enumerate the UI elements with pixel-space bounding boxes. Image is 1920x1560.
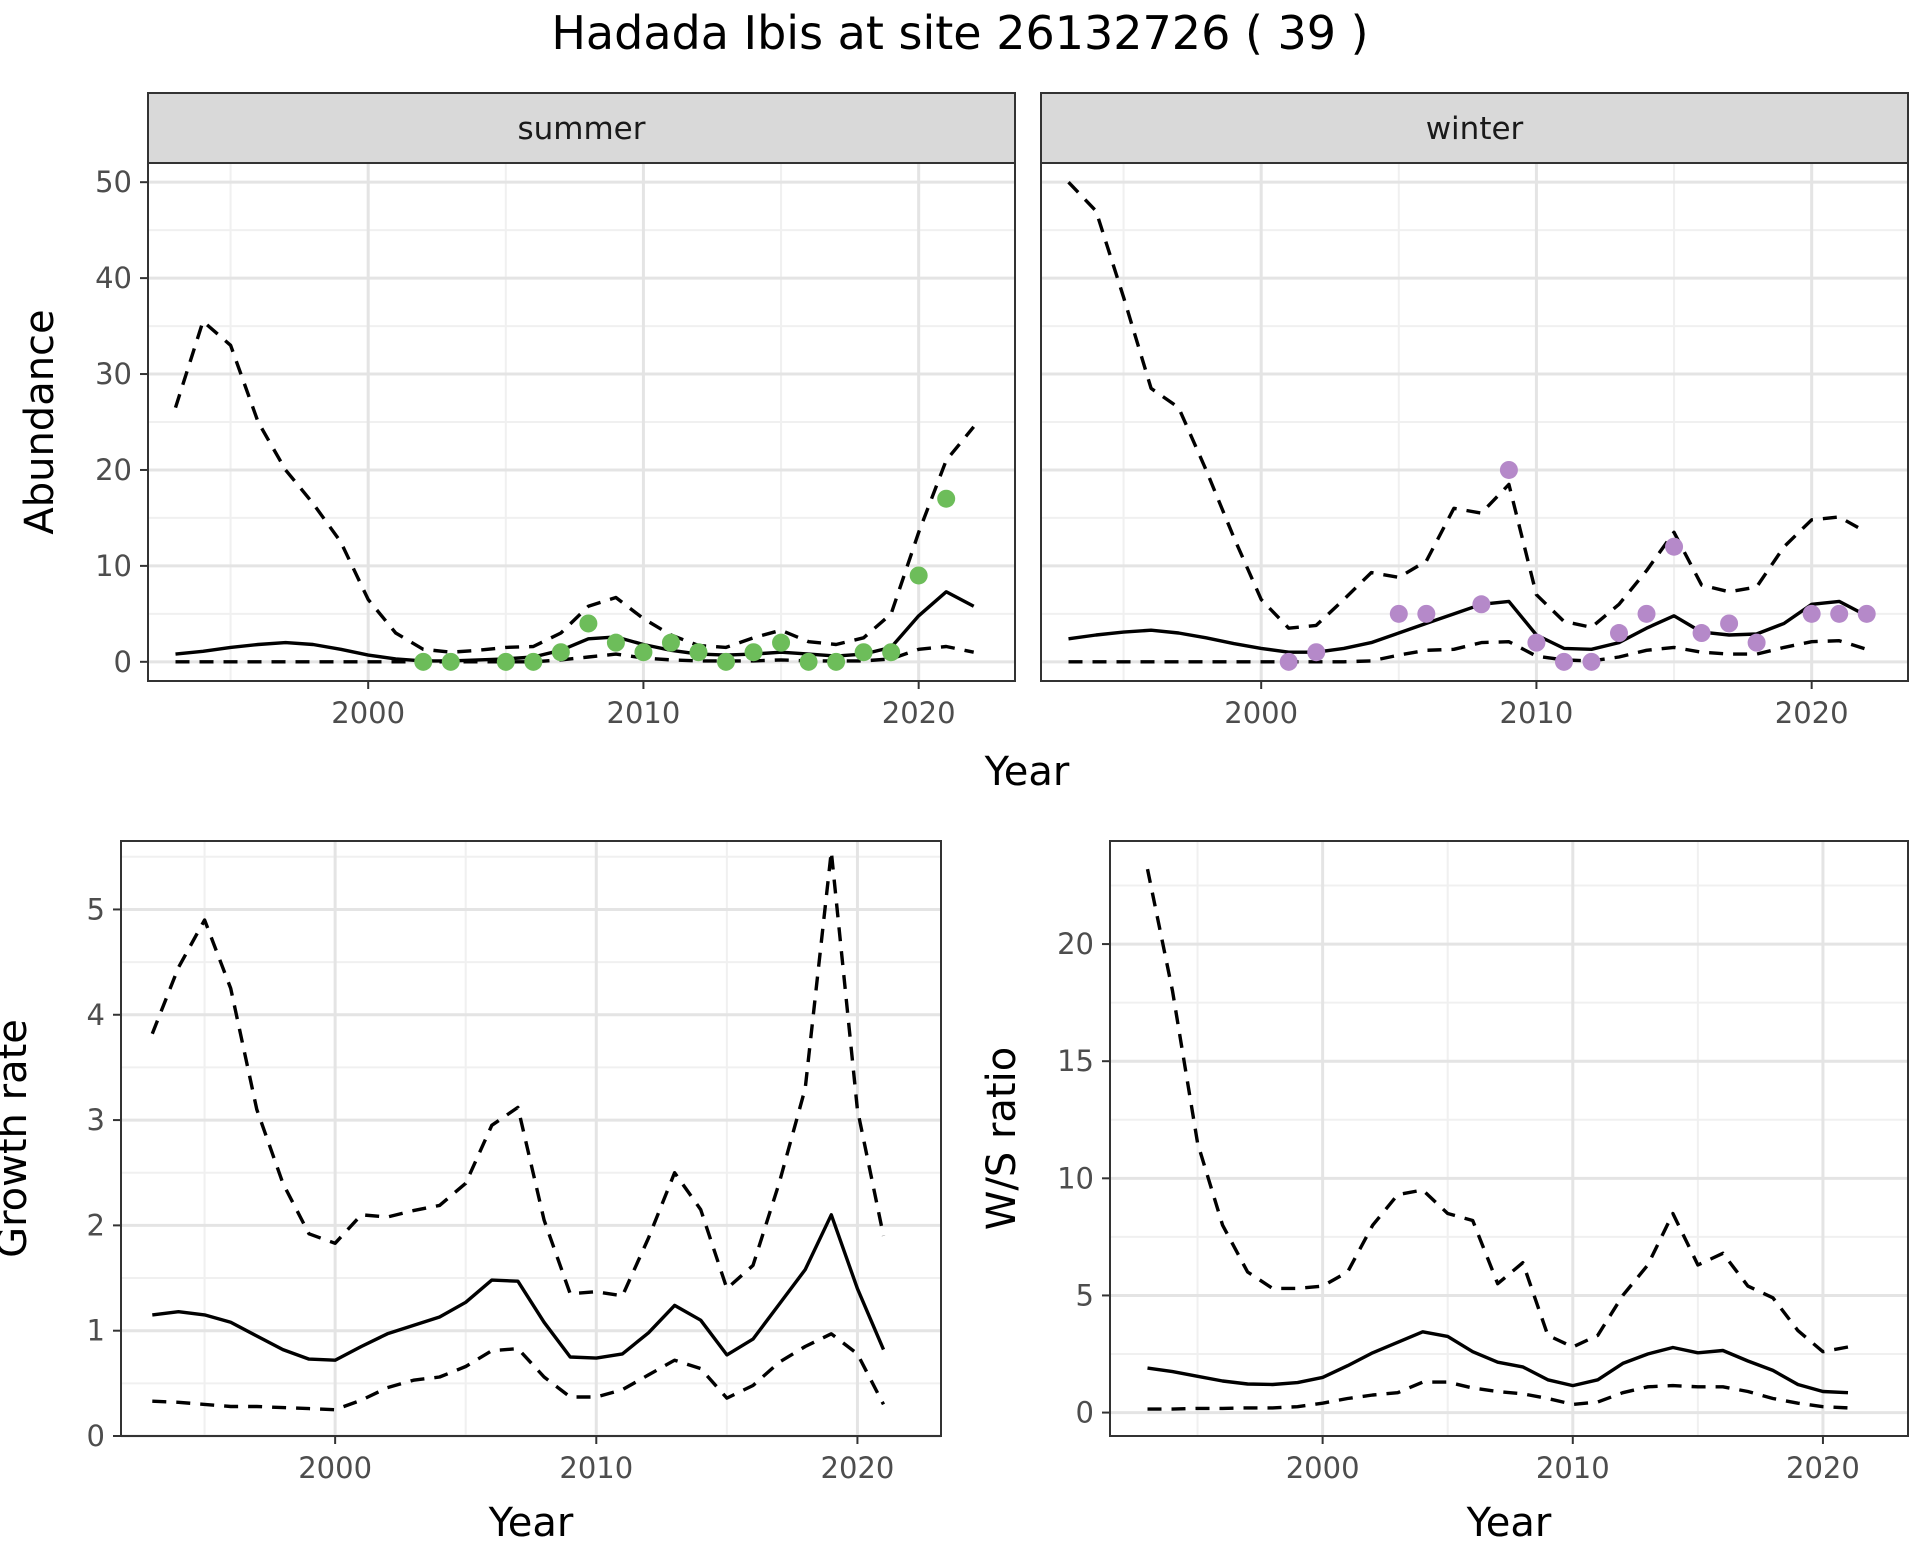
y-tick-label: 3 (87, 1103, 105, 1137)
data-point (1499, 460, 1518, 479)
series-line-upper (1067, 181, 1868, 630)
x-tick-label: 2000 (1286, 1451, 1360, 1485)
x-axis-title: Year (488, 1500, 574, 1546)
data-point (551, 643, 570, 662)
data-point (661, 633, 680, 652)
data-point (1554, 652, 1573, 671)
figure-title: Hadada Ibis at site 26132726 ( 39 ) (551, 6, 1369, 60)
data-point (1527, 633, 1546, 652)
data-point (606, 633, 625, 652)
data-point (496, 652, 515, 671)
y-tick-label: 20 (95, 453, 132, 487)
x-tick-label: 2020 (882, 696, 956, 730)
data-point (1857, 604, 1876, 623)
panel-border (1109, 840, 1909, 1437)
data-point (744, 643, 763, 662)
data-point (827, 652, 846, 671)
y-tick-label: 10 (95, 549, 132, 583)
series-line-estimate (152, 1213, 886, 1362)
y-tick-label: 5 (1076, 1278, 1094, 1312)
data-point (882, 643, 901, 662)
data-point (1747, 633, 1766, 652)
panel-border (120, 840, 942, 1437)
series-line-estimate (1068, 599, 1868, 654)
x-tick-label: 2020 (1775, 696, 1849, 730)
panel-border (147, 162, 1016, 682)
y-tick-label: 15 (1057, 1044, 1094, 1078)
series-line-lower (175, 644, 975, 664)
x-tick-label: 2000 (1224, 696, 1298, 730)
series-line-lower (152, 1332, 886, 1412)
y-tick-label: 4 (87, 998, 105, 1032)
y-tick-label: 0 (87, 1419, 105, 1453)
data-point (1665, 537, 1684, 556)
data-point (414, 652, 433, 671)
facet-strip-summer (147, 92, 1016, 164)
facet-label-winter: winter (1426, 111, 1524, 147)
x-tick-label: 2010 (607, 696, 681, 730)
data-point (1802, 604, 1821, 623)
data-point (1610, 624, 1628, 643)
data-point (772, 633, 791, 652)
data-point (634, 643, 653, 662)
data-point (689, 643, 708, 662)
y-tick-label: 30 (95, 357, 132, 391)
data-point (909, 566, 928, 585)
x-tick-label: 2000 (298, 1451, 372, 1485)
data-point (937, 489, 956, 508)
data-point (1279, 652, 1298, 671)
data-point (717, 652, 735, 671)
y-tick-label: 5 (87, 892, 105, 926)
y-tick-label: 20 (1057, 927, 1094, 961)
x-axis-title-shared: Year (984, 749, 1070, 795)
y-tick-label: 10 (1057, 1161, 1094, 1195)
data-point (1720, 614, 1739, 633)
y-tick-label: 0 (114, 645, 132, 679)
data-point (1472, 595, 1491, 614)
panel-ratio: 2000 2010 2020 0 5 10 15 20 Year W/S ratio (979, 840, 1909, 1546)
series-line-estimate (1147, 1330, 1849, 1395)
y-axis-title: Growth rate (0, 1019, 36, 1258)
series-line-upper (150, 849, 886, 1298)
data-point (1307, 643, 1326, 662)
x-tick-label: 2010 (1536, 1451, 1610, 1485)
data-point (1582, 652, 1601, 671)
x-axis-title: Year (1466, 1500, 1552, 1546)
series-line-upper (173, 319, 976, 654)
data-point (1417, 604, 1436, 623)
y-tick-label: 1 (87, 1314, 105, 1348)
panel-growth: 2000 2010 2020 0 1 2 3 4 5 Year Growth rate (0, 840, 942, 1546)
y-tick-label: 40 (95, 261, 132, 295)
data-point (1692, 624, 1711, 643)
series-line-upper (1145, 868, 1849, 1354)
y-tick-label: 2 (87, 1208, 105, 1242)
panel-winter: winter 2000 2010 2020 (1040, 92, 1909, 730)
x-tick-label: 2000 (331, 696, 405, 730)
data-point (579, 614, 598, 633)
facet-strip-winter (1040, 92, 1909, 164)
y-axis-title: W/S ratio (979, 1047, 1025, 1230)
series-line-lower (1147, 1380, 1849, 1411)
facet-label-summer: summer (517, 111, 645, 147)
panel-border (1040, 162, 1909, 682)
data-point (524, 652, 543, 671)
data-point (799, 652, 818, 671)
x-tick-label: 2020 (1786, 1451, 1860, 1485)
panel-summer: summer 2000 2010 2020 0 10 20 30 40 50 Abundance (17, 92, 1016, 730)
series-line-lower (1068, 639, 1868, 664)
y-axis-title: Abundance (17, 309, 63, 534)
x-tick-label: 2010 (559, 1451, 633, 1485)
data-point (1830, 604, 1849, 623)
series-line-estimate (175, 590, 975, 663)
y-tick-label: 50 (95, 165, 132, 199)
x-tick-label: 2020 (821, 1451, 895, 1485)
data-point (441, 652, 460, 671)
data-point (854, 643, 873, 662)
y-tick-label: 0 (1076, 1396, 1094, 1430)
data-point (1637, 604, 1656, 623)
x-tick-label: 2010 (1500, 696, 1574, 730)
data-point (1389, 604, 1408, 623)
